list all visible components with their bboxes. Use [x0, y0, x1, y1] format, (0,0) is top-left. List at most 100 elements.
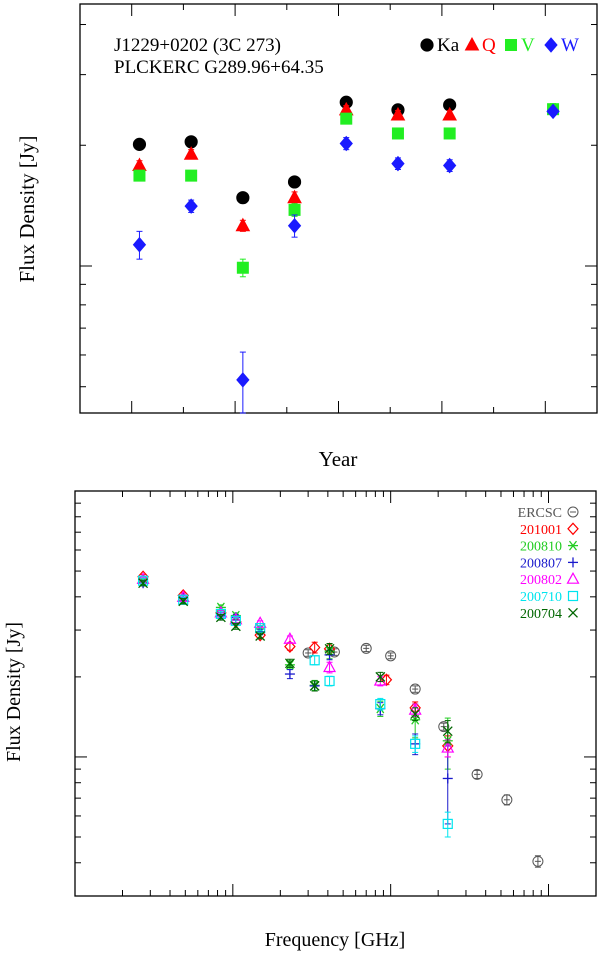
marker-circle-cross — [501, 794, 513, 806]
legend-label: 200807 — [520, 556, 562, 571]
marker-diamond — [544, 37, 558, 53]
legend: Ka Q V W — [420, 35, 579, 56]
series-Ka — [132, 95, 457, 205]
marker-square — [443, 127, 456, 140]
marker-triangle — [183, 146, 199, 160]
marker-cross — [568, 607, 578, 618]
marker-stroke — [442, 726, 453, 737]
light-curve-panel: J1229+0202 (3C 273) PLCKERC G289.96+64.3… — [15, 3, 598, 471]
marker-circle-cross — [360, 642, 372, 654]
marker-circle-cross — [567, 506, 579, 518]
series-200807 — [138, 578, 453, 825]
marker-circle — [385, 650, 397, 662]
legend-label: 200710 — [520, 590, 562, 605]
marker-square — [375, 699, 386, 710]
marker-stroke — [375, 671, 386, 682]
legend-label: 201001 — [520, 523, 562, 538]
marker-diamond — [567, 522, 579, 536]
series-200710 — [137, 575, 453, 838]
marker-square — [410, 738, 421, 749]
series-V — [133, 103, 560, 278]
marker-circle-cross — [385, 650, 397, 662]
legend-label: Q — [482, 35, 496, 56]
marker-stroke — [410, 709, 421, 719]
marker-triangle — [441, 740, 455, 753]
marker-diamond — [308, 641, 321, 654]
marker-cross — [284, 658, 295, 669]
marker-cross — [442, 726, 453, 737]
marker-square — [288, 203, 301, 216]
marker-circle — [132, 137, 147, 151]
marker-circle — [409, 683, 421, 695]
marker-triangle — [283, 632, 297, 644]
marker-square — [309, 655, 320, 666]
axis-ticks — [79, 4, 598, 413]
marker-cross — [410, 709, 421, 719]
marker-diamond — [287, 217, 302, 234]
marker-triangle — [442, 106, 457, 121]
marker-stroke — [255, 631, 266, 641]
marker-cross — [255, 631, 266, 641]
marker-stroke — [215, 612, 226, 623]
plot-frame — [74, 490, 597, 897]
marker-square — [236, 261, 249, 274]
legend-label: Ka — [437, 35, 460, 56]
source-name: J1229+0202 (3C 273) — [114, 35, 281, 56]
marker-square — [391, 127, 404, 140]
marker-square — [324, 675, 335, 687]
legend-label: W — [561, 35, 579, 56]
x-axis-label: Year — [319, 447, 358, 471]
marker-triangle — [566, 571, 580, 584]
marker-diamond — [391, 155, 405, 172]
marker-circle — [236, 191, 250, 205]
series-200802 — [136, 572, 455, 758]
marker-square — [255, 623, 266, 634]
marker-triangle — [235, 217, 251, 232]
marker-square — [567, 590, 579, 602]
marker-circle — [438, 721, 450, 733]
marker-circle — [501, 794, 513, 806]
marker-diamond — [284, 640, 296, 653]
marker-cross — [230, 621, 241, 632]
marker-square — [133, 169, 146, 182]
catalog-name: PLCKERC G289.96+64.35 — [114, 57, 324, 78]
marker-plus — [568, 557, 578, 568]
marker-cross — [375, 671, 386, 682]
marker-diamond — [442, 157, 457, 174]
marker-circle — [420, 38, 434, 52]
marker-diamond — [546, 103, 560, 120]
marker-diamond — [184, 198, 198, 214]
marker-cross — [178, 596, 189, 607]
marker-diamond — [132, 236, 147, 253]
marker-square — [442, 818, 453, 830]
marker-stroke — [230, 621, 241, 632]
marker-asterisk — [568, 540, 578, 551]
y-axis-label: Flux Density [Jy] — [15, 136, 39, 283]
marker-stroke — [138, 578, 149, 589]
marker-diamond — [339, 135, 353, 152]
marker-triangle — [132, 157, 147, 172]
marker-cross — [138, 578, 149, 589]
marker-circle — [471, 768, 483, 780]
x-axis-label: Frequency [GHz] — [265, 929, 406, 951]
data-marks — [136, 570, 544, 868]
marker-cross — [215, 612, 226, 623]
series-W — [132, 103, 560, 414]
marker-plus — [284, 669, 295, 680]
marker-circle — [184, 135, 198, 149]
marker-stroke — [284, 658, 295, 669]
marker-circle — [532, 855, 544, 867]
marker-square — [340, 112, 353, 125]
marker-cross — [324, 643, 335, 654]
series-Q — [132, 101, 457, 232]
marker-diamond — [236, 372, 250, 388]
marker-stroke — [568, 540, 578, 551]
marker-triangle — [287, 189, 302, 204]
axis-ticks — [74, 490, 597, 897]
legend-label: 200802 — [520, 573, 562, 588]
marker-stroke — [178, 596, 189, 607]
marker-stroke — [324, 643, 335, 654]
